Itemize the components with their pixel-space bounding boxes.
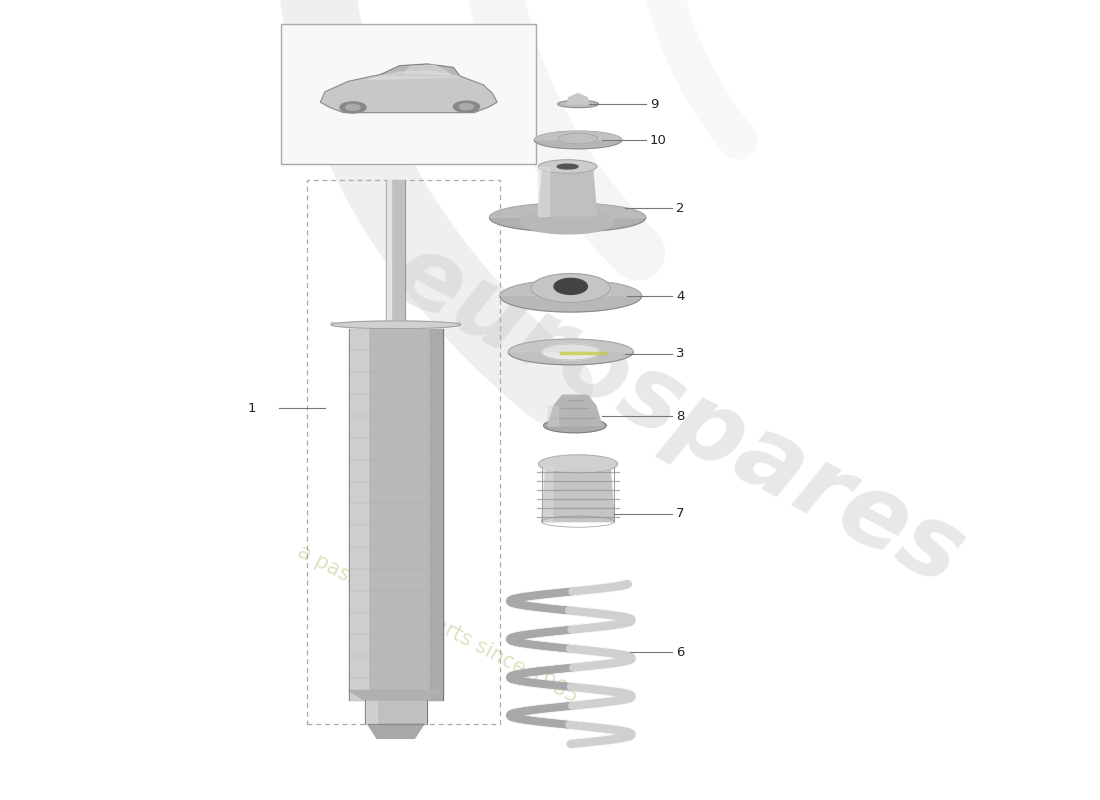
Polygon shape <box>404 65 451 74</box>
Text: 10: 10 <box>650 134 667 146</box>
Polygon shape <box>367 71 460 80</box>
Polygon shape <box>543 418 606 433</box>
Polygon shape <box>490 203 646 232</box>
Polygon shape <box>349 690 442 700</box>
Polygon shape <box>349 329 367 700</box>
Bar <box>307 180 499 724</box>
Polygon shape <box>331 320 460 327</box>
Polygon shape <box>548 395 602 426</box>
Ellipse shape <box>345 104 360 110</box>
Polygon shape <box>499 280 641 312</box>
Polygon shape <box>490 203 646 218</box>
Polygon shape <box>538 166 597 216</box>
Polygon shape <box>538 166 549 216</box>
Polygon shape <box>381 64 460 76</box>
Polygon shape <box>539 455 617 473</box>
Text: eurospares: eurospares <box>375 225 979 607</box>
Polygon shape <box>320 73 497 113</box>
Polygon shape <box>559 134 597 144</box>
Polygon shape <box>499 280 641 296</box>
Text: 6: 6 <box>675 646 684 658</box>
Ellipse shape <box>340 102 366 113</box>
Polygon shape <box>558 164 578 169</box>
Text: 7: 7 <box>675 507 684 520</box>
Polygon shape <box>367 724 424 738</box>
Polygon shape <box>364 700 427 724</box>
Text: 1: 1 <box>248 402 256 414</box>
Polygon shape <box>508 339 634 365</box>
Ellipse shape <box>460 104 474 110</box>
Polygon shape <box>331 321 460 329</box>
Polygon shape <box>386 180 405 320</box>
Text: 4: 4 <box>675 290 684 302</box>
Text: 9: 9 <box>650 98 658 110</box>
Text: 2: 2 <box>675 202 684 214</box>
Polygon shape <box>554 278 587 294</box>
Polygon shape <box>430 329 442 700</box>
Polygon shape <box>531 274 610 302</box>
Polygon shape <box>539 160 597 174</box>
Polygon shape <box>535 131 622 149</box>
Polygon shape <box>364 700 377 724</box>
Polygon shape <box>349 329 442 700</box>
Text: 3: 3 <box>675 347 684 360</box>
Polygon shape <box>548 406 558 426</box>
Polygon shape <box>541 467 552 522</box>
Polygon shape <box>520 210 615 234</box>
Polygon shape <box>541 344 600 360</box>
Text: 8: 8 <box>675 410 684 422</box>
Polygon shape <box>386 180 390 320</box>
Polygon shape <box>535 131 622 140</box>
Polygon shape <box>508 339 634 352</box>
Bar <box>282 24 537 164</box>
Text: a passion for parts since 1985: a passion for parts since 1985 <box>294 542 581 706</box>
Polygon shape <box>558 100 598 108</box>
Ellipse shape <box>453 101 480 112</box>
Polygon shape <box>568 94 588 104</box>
Polygon shape <box>541 467 615 522</box>
